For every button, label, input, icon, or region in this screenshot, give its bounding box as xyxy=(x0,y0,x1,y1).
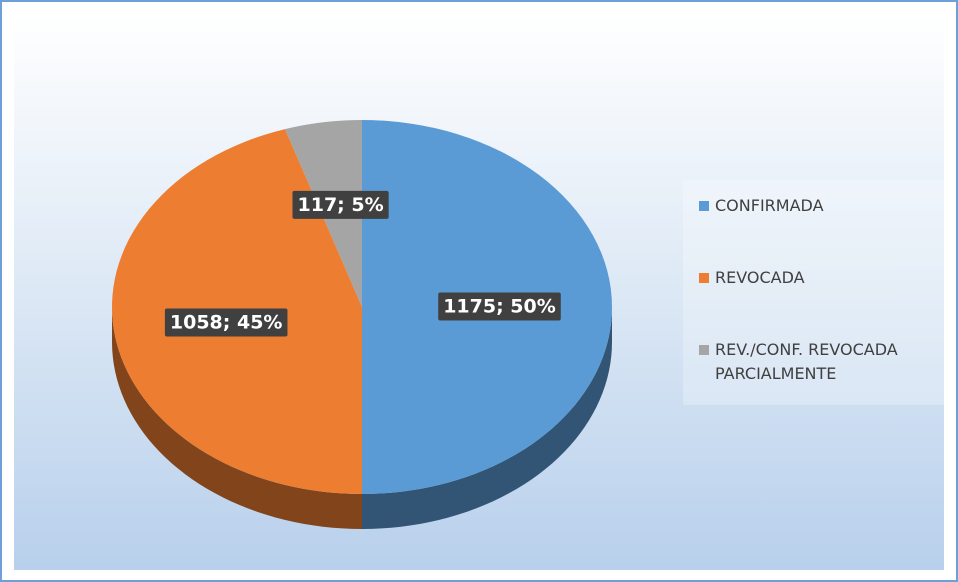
value-label-box xyxy=(438,292,561,321)
legend-item: REVOCADA xyxy=(693,266,945,338)
value-label: 1175; 50% xyxy=(443,296,556,318)
pie: 1175; 50% 1058; 45% 117; 5% xyxy=(111,120,612,529)
value-label-box xyxy=(164,308,288,337)
legend-item: REV./CONF. REVOCADA PARCIALMENTE xyxy=(693,338,945,410)
legend-swatch xyxy=(699,201,709,211)
legend-label: REVOCADA xyxy=(715,268,805,287)
slice-side xyxy=(362,307,612,529)
legend-swatch xyxy=(699,345,709,355)
slice-side xyxy=(112,307,362,529)
value-label: 1058; 45% xyxy=(170,312,283,334)
legend-swatch xyxy=(699,273,709,283)
value-label-box xyxy=(292,190,389,219)
value-label: 117; 5% xyxy=(298,194,384,216)
legend-label: CONFIRMADA xyxy=(715,196,824,215)
legend-item: CONFIRMADA xyxy=(693,194,945,266)
legend: CONFIRMADA REVOCADA REV./CONF. REVOCADA PA… xyxy=(683,180,955,405)
legend-label: REV./CONF. REVOCADA PARCIALMENTE xyxy=(715,340,898,383)
